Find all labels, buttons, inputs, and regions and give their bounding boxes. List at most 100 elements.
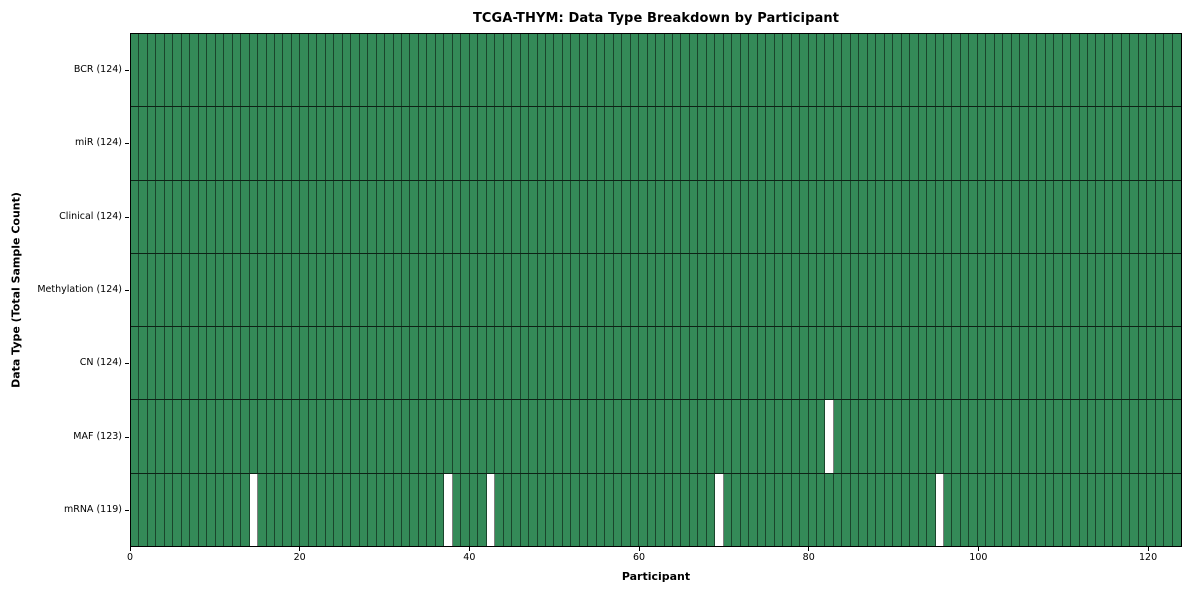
heatmap-cell bbox=[681, 180, 690, 253]
heatmap-cell bbox=[706, 180, 716, 253]
heatmap-cell bbox=[901, 400, 911, 473]
heatmap-cell bbox=[249, 107, 259, 180]
heatmap-cell bbox=[808, 34, 817, 107]
heatmap-cell bbox=[808, 107, 817, 180]
heatmap-cell bbox=[1172, 473, 1181, 546]
heatmap-cell bbox=[190, 253, 199, 327]
heatmap-cell bbox=[596, 473, 606, 546]
heatmap-cell bbox=[537, 180, 546, 253]
heatmap-cell bbox=[258, 473, 267, 546]
heatmap-cell bbox=[554, 34, 563, 107]
heatmap-cell bbox=[1164, 327, 1173, 400]
heatmap-cell bbox=[1121, 473, 1131, 546]
heatmap-cell bbox=[766, 34, 775, 107]
heatmap-cell bbox=[994, 34, 1004, 107]
heatmap-cell bbox=[850, 400, 860, 473]
heatmap-cell bbox=[927, 473, 936, 546]
heatmap-cell bbox=[520, 253, 530, 327]
heatmap-cell bbox=[1155, 253, 1165, 327]
heatmap-cell bbox=[893, 180, 902, 253]
heatmap-cell bbox=[1037, 473, 1046, 546]
heatmap-cell bbox=[164, 400, 174, 473]
heatmap-cell bbox=[495, 107, 504, 180]
heatmap-cell bbox=[969, 400, 978, 473]
heatmap-cell bbox=[495, 253, 504, 327]
heatmap-cell bbox=[1147, 34, 1156, 107]
heatmap-cell bbox=[1054, 107, 1063, 180]
heatmap-cell bbox=[1172, 400, 1181, 473]
heatmap-cell bbox=[402, 400, 411, 473]
heatmap-cell bbox=[656, 253, 665, 327]
heatmap-cell bbox=[410, 473, 419, 546]
heatmap-cell bbox=[656, 400, 665, 473]
heatmap-cell bbox=[325, 327, 335, 400]
heatmap-cell bbox=[723, 180, 733, 253]
heatmap-cell bbox=[1011, 327, 1021, 400]
heatmap-cell bbox=[816, 34, 826, 107]
heatmap-cell bbox=[1104, 473, 1114, 546]
heatmap-cell bbox=[918, 34, 928, 107]
heatmap-cell bbox=[791, 400, 801, 473]
heatmap-cell bbox=[605, 34, 614, 107]
heatmap-cell bbox=[156, 327, 165, 400]
y-tick-label: BCR (124) bbox=[73, 63, 122, 75]
heatmap-cell bbox=[1045, 180, 1055, 253]
heatmap-cell bbox=[215, 327, 225, 400]
heatmap-cell bbox=[139, 473, 148, 546]
heatmap-cell bbox=[622, 473, 631, 546]
heatmap-cell bbox=[241, 34, 250, 107]
heatmap-cell bbox=[740, 253, 750, 327]
heatmap-cell bbox=[766, 180, 775, 253]
heatmap-cell bbox=[461, 253, 470, 327]
heatmap-cell bbox=[918, 473, 928, 546]
heatmap-cell bbox=[452, 180, 462, 253]
heatmap-cell bbox=[224, 180, 233, 253]
heatmap-cell bbox=[664, 180, 673, 253]
heatmap-cell bbox=[960, 327, 970, 400]
heatmap-cell bbox=[520, 327, 530, 400]
heatmap-cell bbox=[308, 473, 318, 546]
heatmap-cell bbox=[342, 107, 352, 180]
heatmap-cell bbox=[893, 400, 902, 473]
heatmap-cell bbox=[147, 34, 157, 107]
heatmap-cell bbox=[800, 180, 809, 253]
heatmap-cell bbox=[893, 107, 902, 180]
heatmap-cell bbox=[368, 400, 377, 473]
heatmap-cell bbox=[1155, 473, 1165, 546]
heatmap-cell bbox=[715, 473, 724, 546]
heatmap-cell bbox=[647, 327, 657, 400]
heatmap-cell bbox=[935, 107, 944, 180]
heatmap-cell bbox=[808, 180, 817, 253]
heatmap-cell bbox=[376, 34, 386, 107]
heatmap-cell bbox=[410, 253, 419, 327]
heatmap-cell bbox=[842, 400, 851, 473]
heatmap-cell bbox=[732, 253, 741, 327]
heatmap-cell bbox=[689, 34, 699, 107]
heatmap-cell bbox=[588, 34, 597, 107]
heatmap-cell bbox=[825, 400, 834, 473]
heatmap-cell bbox=[867, 327, 877, 400]
heatmap-cell bbox=[478, 400, 487, 473]
heatmap-cell bbox=[1087, 253, 1097, 327]
heatmap-cell bbox=[986, 180, 995, 253]
heatmap-cell bbox=[1113, 473, 1122, 546]
heatmap-cell bbox=[596, 34, 606, 107]
heatmap-cell bbox=[334, 180, 343, 253]
heatmap-cell bbox=[520, 473, 530, 546]
heatmap-cell bbox=[816, 473, 826, 546]
heatmap-cell bbox=[1003, 180, 1012, 253]
heatmap-cell bbox=[198, 473, 208, 546]
heatmap-cell bbox=[816, 253, 826, 327]
heatmap-cell bbox=[630, 327, 640, 400]
x-tick-mark bbox=[977, 547, 979, 551]
heatmap-cell bbox=[960, 473, 970, 546]
heatmap-cell bbox=[757, 400, 767, 473]
heatmap-cell bbox=[816, 400, 826, 473]
heatmap-cell bbox=[266, 473, 275, 546]
heatmap-cell bbox=[402, 473, 411, 546]
heatmap-cell bbox=[249, 180, 259, 253]
heatmap-cell bbox=[545, 107, 555, 180]
heatmap-cell bbox=[647, 107, 657, 180]
heatmap-cell bbox=[224, 400, 233, 473]
